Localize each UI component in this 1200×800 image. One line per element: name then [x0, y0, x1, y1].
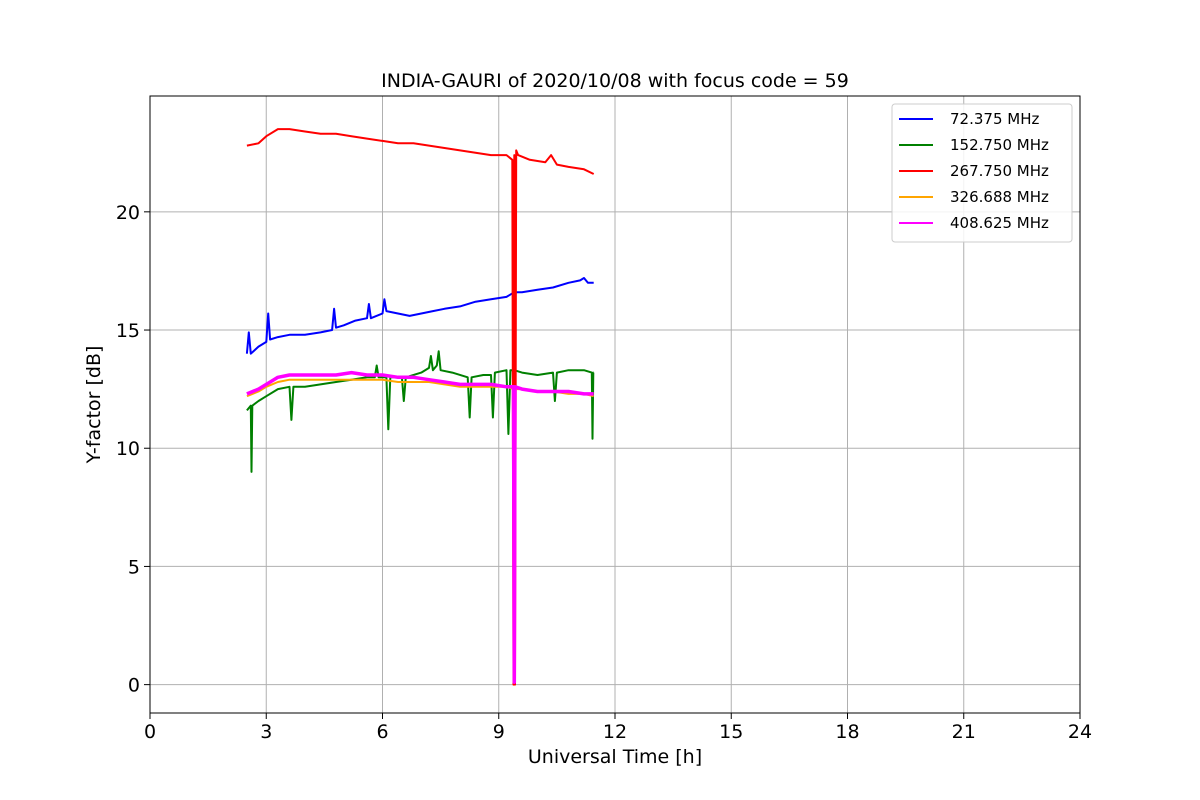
y-tick-label: 0 — [128, 675, 140, 697]
x-tick-label: 12 — [603, 721, 627, 743]
x-tick-label: 15 — [719, 721, 743, 743]
x-tick-label: 24 — [1068, 721, 1092, 743]
series-line-3 — [246, 128, 595, 686]
legend-entry: 72.375 MHz — [950, 110, 1039, 128]
legend-entry: 408.625 MHz — [950, 214, 1049, 232]
x-axis-label: Universal Time [h] — [528, 746, 702, 768]
series-line-1 — [245, 277, 594, 355]
series-line-2 — [246, 350, 595, 473]
x-tick-label: 3 — [260, 721, 272, 743]
series-line-5 — [246, 370, 594, 685]
legend-box — [891, 103, 1073, 243]
legend-entry: 152.750 MHz — [950, 136, 1049, 154]
y-axis-label: Y-factor [dB] — [83, 346, 105, 465]
x-tick-label: 21 — [952, 721, 976, 743]
x-tick-label: 6 — [376, 721, 388, 743]
y-tick-label: 15 — [116, 320, 140, 342]
legend: 72.375 MHz 152.750 MHz 267.750 MHz 326.688 … — [891, 103, 1073, 243]
chart-title: INDIA-GAURI of 2020/10/08 with focus cod… — [381, 70, 849, 92]
ticks: 0 3 6 9 12 15 18 21 24 0 5 10 15 20 — [116, 202, 1092, 743]
y-tick-label: 20 — [116, 202, 140, 224]
x-tick-label: 0 — [144, 721, 156, 743]
series-lines — [245, 128, 595, 686]
legend-entry: 326.688 MHz — [950, 188, 1049, 206]
x-tick-label: 9 — [493, 721, 505, 743]
y-tick-label: 5 — [128, 556, 140, 578]
legend-entry: 267.750 MHz — [950, 162, 1049, 180]
x-tick-label: 18 — [835, 721, 859, 743]
y-tick-label: 10 — [116, 438, 140, 460]
